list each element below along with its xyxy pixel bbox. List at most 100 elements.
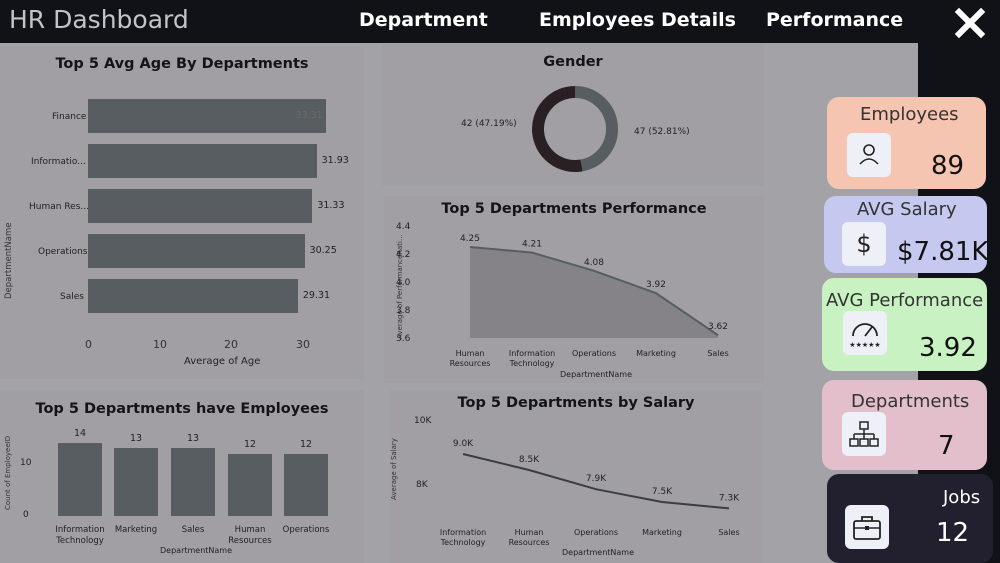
gender-slice[interactable] xyxy=(532,86,583,172)
salary-value-label: 9.0K xyxy=(453,439,474,449)
age-chart-title: Top 5 Avg Age By Departments xyxy=(55,56,309,72)
perf-value-label: 4.21 xyxy=(522,240,542,250)
perf-tick: 3.6 xyxy=(396,334,411,344)
nav-employees-details[interactable]: Employees Details xyxy=(539,9,736,31)
perf-value-label: 4.08 xyxy=(584,258,604,268)
perf-line[interactable] xyxy=(469,246,719,337)
age-bar[interactable] xyxy=(88,234,305,268)
perf-chart-xlabel: DepartmentName xyxy=(560,370,633,379)
salary-value-label: 8.5K xyxy=(519,455,540,465)
kpi-card-jobs[interactable]: Jobs 12 xyxy=(827,474,993,563)
perf-tick: 4.2 xyxy=(396,250,411,260)
perf-tick: 4.0 xyxy=(396,278,411,288)
salary-category-label: Sales xyxy=(718,528,739,537)
svg-text:★★★★★: ★★★★★ xyxy=(849,341,880,349)
kpi-value: 12 xyxy=(936,518,970,548)
age-tick: 30 xyxy=(296,338,310,351)
emp-chart-ylabel: Count of EmployeeID xyxy=(4,435,12,510)
kpi-value: 89 xyxy=(931,151,965,181)
emp-category-label: Sales xyxy=(181,525,205,535)
age-bar[interactable] xyxy=(88,144,317,178)
gender-left-label: 42 (47.19%) xyxy=(461,119,517,129)
dollar-icon: $ xyxy=(842,222,886,266)
perf-value-label: 4.25 xyxy=(460,234,480,244)
kpi-title: Jobs xyxy=(943,487,981,508)
salary-category-label: Marketing xyxy=(642,528,682,537)
gender-right-label: 47 (52.81%) xyxy=(634,127,690,137)
kpi-title: AVG Performance xyxy=(826,290,984,311)
emp-tick: 10 xyxy=(20,458,32,468)
kpi-value: 7 xyxy=(938,431,955,461)
kpi-card-employees[interactable]: Employees 89 xyxy=(827,97,986,189)
emp-tick: 0 xyxy=(23,510,29,520)
kpi-value: 3.92 xyxy=(919,333,977,363)
emp-bar[interactable] xyxy=(228,453,272,516)
age-bar-value: 29.31 xyxy=(302,290,331,301)
svg-text:$: $ xyxy=(856,230,871,258)
salary-tick: 10K xyxy=(414,416,432,426)
age-chart-ylabel: DepartmentName xyxy=(4,222,14,299)
age-bar[interactable] xyxy=(88,189,313,223)
emp-bar[interactable] xyxy=(284,453,328,516)
kpi-card-avg-salary[interactable]: AVG Salary $ $7.81K xyxy=(824,196,989,273)
gender-chart-panel: Gender 42 (47.19%) 47 (52.81%) xyxy=(382,44,764,186)
salary-category-label: Technology xyxy=(440,538,486,547)
perf-category-label: Information xyxy=(509,349,555,358)
emp-bar[interactable] xyxy=(58,443,102,516)
kpi-card-departments[interactable]: Departments 7 xyxy=(822,380,987,470)
emp-bar-value: 14 xyxy=(74,428,87,440)
gender-donut xyxy=(532,86,618,172)
age-tick: 20 xyxy=(224,338,238,351)
gender-slice[interactable] xyxy=(574,86,618,172)
emp-bar-value: 13 xyxy=(130,433,143,445)
salary-value-label: 7.5K xyxy=(652,487,673,497)
salary-tick: 8K xyxy=(416,480,428,490)
salary-chart-xlabel: DepartmentName xyxy=(562,548,635,557)
emp-bar[interactable] xyxy=(114,448,158,516)
close-icon[interactable] xyxy=(952,5,988,41)
kpi-card-avg-performance[interactable]: AVG Performance ★★★★★ 3.92 xyxy=(822,278,987,371)
emp-chart-panel: Top 5 Departments have Employees Count o… xyxy=(0,390,364,563)
age-cat-label: Operations xyxy=(38,247,88,257)
salary-chart-title: Top 5 Departments by Salary xyxy=(457,395,695,411)
kpi-value: $7.81K xyxy=(897,237,989,267)
emp-bar[interactable] xyxy=(171,448,215,516)
perf-chart-panel: Top 5 Departments Performance Average of… xyxy=(384,196,764,383)
perf-category-label: Resources xyxy=(450,359,491,368)
age-bar-value: 30.25 xyxy=(309,245,337,256)
perf-category-label: Technology xyxy=(509,359,555,368)
age-tick: 10 xyxy=(153,338,167,351)
top-bar: HR Dashboard Department Employees Detail… xyxy=(0,0,1000,43)
perf-value-label: 3.62 xyxy=(708,322,728,332)
age-bar-value: 31.33 xyxy=(317,200,345,211)
perf-tick: 4.4 xyxy=(396,222,411,232)
perf-category-label: Marketing xyxy=(636,349,676,358)
age-bar[interactable] xyxy=(88,99,327,133)
perf-tick: 3.8 xyxy=(396,306,411,316)
nav-department[interactable]: Department xyxy=(359,9,488,31)
salary-value-label: 7.9K xyxy=(586,474,607,484)
emp-chart-xlabel: DepartmentName xyxy=(160,546,233,555)
app-title: HR Dashboard xyxy=(9,5,189,34)
salary-category-label: Operations xyxy=(574,528,618,537)
emp-category-label: Information Technology xyxy=(55,525,105,546)
age-cat-label: Informatio... xyxy=(31,157,86,167)
age-cat-label: Finance xyxy=(52,112,87,122)
perf-chart-title: Top 5 Departments Performance xyxy=(441,201,707,217)
salary-line[interactable] xyxy=(462,453,730,510)
gauge-icon: ★★★★★ xyxy=(843,311,887,355)
perf-area xyxy=(470,247,718,338)
hierarchy-icon xyxy=(842,412,886,456)
nav-performance[interactable]: Performance xyxy=(766,9,904,31)
emp-category-label: Human Resources xyxy=(228,525,272,546)
perf-value-label: 3.92 xyxy=(646,280,666,290)
emp-bar-value: 13 xyxy=(187,433,200,445)
emp-category-label: Marketing xyxy=(114,525,158,535)
person-icon xyxy=(847,133,891,177)
kpi-title: AVG Salary xyxy=(857,199,957,220)
age-bar[interactable] xyxy=(88,279,298,313)
perf-category-label: Operations xyxy=(572,349,616,358)
kpi-title: Employees xyxy=(860,104,959,125)
perf-category-label: Human xyxy=(456,349,485,358)
